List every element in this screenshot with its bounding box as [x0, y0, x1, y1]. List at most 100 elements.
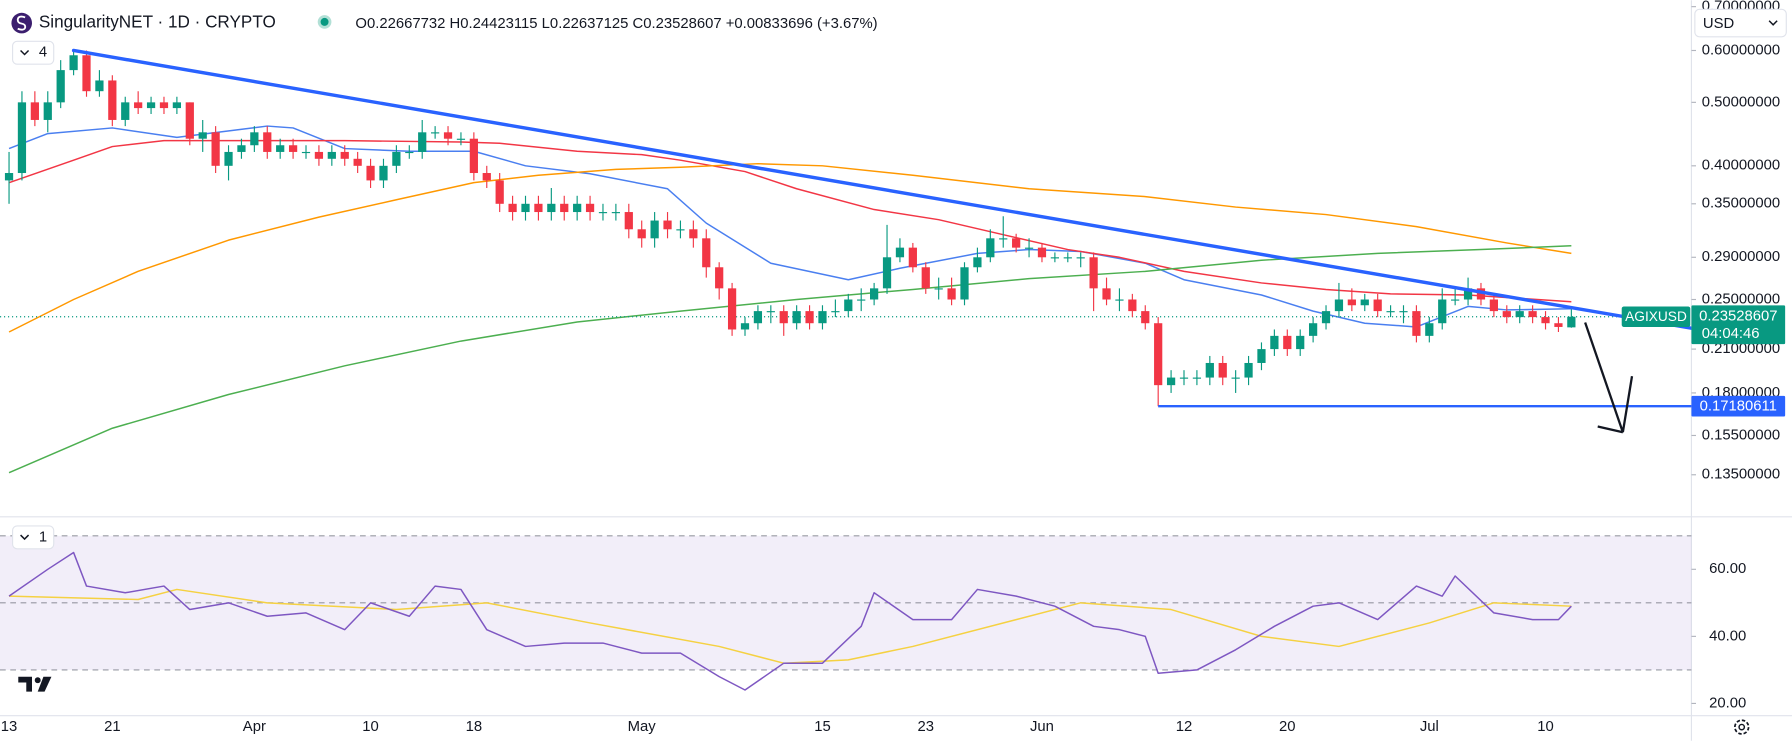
x-tick-label: 20	[1279, 719, 1296, 735]
candle-body	[1399, 311, 1408, 313]
candle-body	[185, 102, 194, 139]
countdown-label: 04:04:46	[1702, 326, 1760, 342]
candle-body	[779, 311, 788, 324]
indicator-toggle-box[interactable]	[11, 40, 55, 65]
x-tick-label: 21	[104, 719, 121, 735]
candle-body	[1554, 323, 1563, 327]
candle-body	[1270, 335, 1279, 350]
candle-body	[1076, 257, 1085, 259]
gear-inner	[1738, 723, 1746, 731]
rsi-ma-line	[9, 588, 1572, 664]
x-tick-label: 18	[466, 719, 483, 735]
candle-body	[121, 102, 130, 120]
x-tick-label: 13	[1, 719, 18, 735]
chevron	[20, 534, 30, 541]
candle-body	[624, 212, 633, 230]
candle-body	[715, 267, 724, 289]
candle-body	[818, 311, 827, 324]
candle-body	[1438, 299, 1447, 324]
y-tick-label: 0.35000000	[1702, 196, 1780, 212]
candle-body	[753, 311, 763, 324]
symbol-title: SingularityNET · 1D · CRYPTO	[39, 12, 276, 32]
moving-average-line	[8, 162, 1572, 333]
candle-body	[882, 257, 892, 289]
candle-body	[288, 145, 298, 152]
candle-body	[792, 311, 801, 324]
candle-body	[172, 102, 182, 109]
candle-body	[1334, 299, 1344, 312]
x-tick-label: May	[628, 719, 657, 735]
rsi-indicator-toggle[interactable]: 1	[11, 525, 55, 550]
candle-body	[56, 70, 65, 103]
arrow-shaft	[1584, 322, 1624, 433]
support-price-label: 0.17180611	[1700, 399, 1777, 415]
settings-button[interactable]	[1733, 719, 1750, 735]
symbol-logo-glyph	[16, 15, 27, 31]
rsi-toggle-box[interactable]	[11, 525, 55, 550]
candle-body	[469, 138, 478, 174]
candle-body	[276, 145, 285, 152]
candle-body	[1321, 311, 1331, 324]
candle-body	[663, 220, 672, 230]
y-tick-label: 0.50000000	[1702, 94, 1780, 110]
candle-body	[250, 132, 259, 146]
currency-label: USD	[1703, 16, 1735, 32]
currency-selector[interactable]	[1694, 8, 1787, 38]
candle-body	[585, 203, 595, 213]
candle-body	[1050, 257, 1059, 259]
candle-body	[431, 132, 440, 134]
candle-body	[598, 212, 608, 214]
candle-body	[1115, 299, 1124, 301]
candle-body	[1567, 316, 1576, 328]
candle-body	[986, 238, 995, 258]
last-price-tag	[1691, 305, 1786, 345]
y-tick-label: 0.21000000	[1702, 341, 1780, 357]
candle-body	[1012, 238, 1021, 248]
candle-body	[805, 311, 814, 324]
header-backdrop	[0, 7, 960, 40]
candle-body	[1489, 299, 1498, 312]
x-tick-label: Jun	[1030, 719, 1054, 735]
x-tick-label: 23	[918, 719, 935, 735]
y-tick-label: 0.60000000	[1702, 42, 1780, 58]
candle-body	[999, 238, 1008, 240]
candle-body	[443, 132, 453, 139]
candle-body	[727, 288, 737, 330]
candle-body	[1541, 317, 1550, 324]
indicator-toggle[interactable]: 4	[11, 40, 55, 65]
candle-body	[934, 288, 943, 290]
candle-body	[495, 180, 504, 204]
candle-body	[921, 267, 930, 289]
candle-body	[1141, 311, 1150, 324]
candle-body	[17, 102, 27, 174]
candle-body	[482, 173, 491, 181]
candle-body	[908, 247, 917, 268]
gear-outer[interactable]	[1733, 719, 1750, 735]
logo-part	[37, 676, 52, 692]
support-price-tag	[1691, 395, 1786, 417]
candle-body	[1024, 247, 1034, 249]
candle-body	[766, 311, 775, 313]
candle-body	[831, 311, 840, 313]
candle-body	[353, 158, 362, 166]
candle-body	[69, 55, 78, 71]
candle-body	[1347, 299, 1356, 306]
candle-body	[379, 165, 388, 181]
candle-body	[702, 238, 711, 268]
y-tick-label: 0.15500000	[1702, 427, 1780, 443]
candle-body	[689, 229, 698, 239]
candle-body	[1192, 377, 1202, 379]
symbol-tag-label: AGIXUSD	[1625, 309, 1687, 324]
candle-body	[521, 203, 530, 213]
brand-logo	[18, 676, 52, 692]
candle-body	[1179, 377, 1189, 379]
candle-body	[4, 173, 14, 181]
candle-body	[844, 299, 853, 312]
candle-body	[650, 220, 659, 239]
y-tick-label: 0.40000000	[1702, 158, 1780, 174]
candle-body	[211, 132, 220, 166]
candle-body	[547, 203, 556, 213]
candle-body	[1218, 362, 1227, 378]
